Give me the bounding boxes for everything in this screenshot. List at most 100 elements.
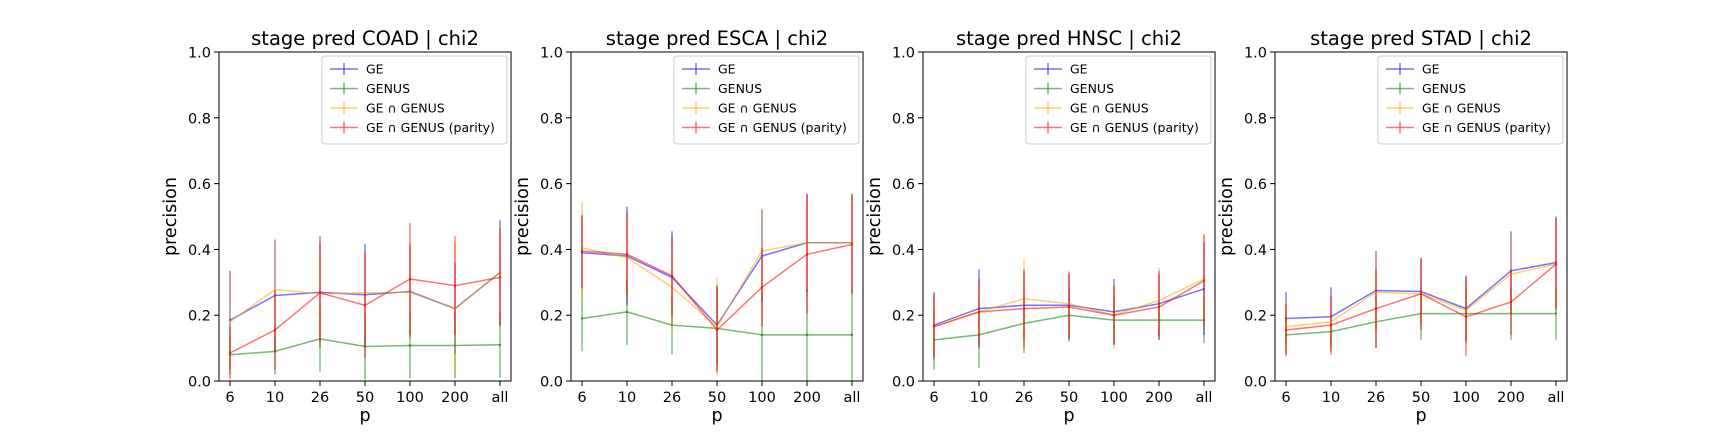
chart-panel: stage pred COAD | chi2 0.0 0.2 0.4 0.6 0.8 1.0… (161, 27, 512, 426)
data-point (228, 351, 232, 355)
y-tick-label: 0.4 (540, 243, 563, 259)
y-tick-label: 0.0 (540, 375, 563, 391)
y-tick-label: 0.8 (1244, 111, 1267, 127)
legend-label: GENUS (718, 81, 762, 96)
legend: GE GENUS GE ∩ GENUS GE ∩ GENUS (parity) (321, 55, 508, 145)
x-tick-label: 50 (1412, 390, 1430, 406)
y-tick-label: 0.2 (1244, 309, 1267, 325)
data-point (1202, 279, 1206, 282)
data-point (363, 304, 367, 307)
data-point (1112, 314, 1116, 317)
y-tick-label: 0.4 (892, 243, 915, 259)
data-point (760, 333, 764, 337)
chart-title: stage pred HNSC | chi2 (956, 27, 1182, 50)
y-tick-label: 0.0 (892, 375, 915, 391)
chart-title: stage pred STAD | chi2 (1310, 27, 1532, 50)
y-tick-label: 1.0 (188, 46, 211, 62)
y-tick-label: 0.2 (188, 309, 211, 325)
data-point (760, 286, 764, 289)
x-tick-label: all (844, 390, 861, 406)
y-axis-label: precision (865, 177, 885, 256)
x-tick-label: 100 (1100, 390, 1128, 406)
y-axis-label: precision (1217, 177, 1237, 256)
axes-frame (570, 51, 864, 382)
data-point (1509, 300, 1513, 304)
legend-label: GE ∩ GENUS (parity) (718, 120, 847, 135)
series (228, 223, 502, 380)
data-point (1022, 307, 1026, 310)
legend: GE GENUS GE ∩ GENUS GE ∩ GENUS (parity) (673, 55, 860, 145)
axes-frame (1274, 51, 1568, 382)
y-tick-label: 0.2 (892, 309, 915, 325)
data-point (580, 249, 584, 253)
y-tick-label: 0.6 (1244, 177, 1267, 193)
data-point (1554, 263, 1558, 266)
data-point (453, 284, 457, 287)
data-point (580, 317, 584, 320)
x-tick-label: 200 (793, 390, 821, 406)
data-point (805, 333, 809, 337)
x-tick-label: 10 (266, 390, 284, 406)
legend-label: GE ∩ GENUS (1422, 101, 1501, 116)
data-point (1554, 312, 1558, 315)
x-tick-label: 26 (663, 390, 681, 406)
x-tick-label: 50 (1060, 390, 1078, 406)
data-point (318, 291, 322, 295)
data-point (273, 328, 277, 332)
data-point (625, 253, 629, 256)
x-tick-label: 10 (618, 390, 636, 406)
x-tick-label: 50 (356, 390, 374, 406)
x-tick-label: 50 (708, 390, 726, 406)
legend-frame (321, 55, 508, 145)
data-point (1067, 305, 1071, 309)
legend-label: GENUS (1070, 81, 1114, 96)
series (580, 195, 854, 373)
legend-frame (1377, 55, 1564, 145)
chart-panel: stage pred ESCA | chi2 0.0 0.2 0.4 0.6 0.8 1.0… (513, 27, 864, 426)
y-tick-label: 0.4 (188, 243, 211, 259)
y-tick-label: 0.2 (540, 309, 563, 325)
legend-label: GENUS (1422, 81, 1466, 96)
legend-label: GENUS (366, 81, 410, 96)
series (1284, 218, 1558, 357)
x-tick-label: 6 (577, 390, 586, 406)
data-point (850, 243, 854, 246)
data-point (408, 344, 412, 347)
legend-label: GE ∩ GENUS (366, 101, 445, 116)
data-point (805, 253, 809, 256)
legend-label: GE ∩ GENUS (parity) (366, 120, 495, 135)
legend: GE GENUS GE ∩ GENUS GE ∩ GENUS (parity) (1025, 55, 1212, 145)
data-point (850, 333, 854, 337)
y-axis-label: precision (161, 177, 181, 256)
legend-label: GE (1422, 62, 1440, 77)
x-tick-label: all (1548, 390, 1565, 406)
x-axis-label: p (711, 406, 722, 426)
y-tick-label: 0.0 (188, 375, 211, 391)
x-tick-label: 6 (225, 390, 234, 406)
x-tick-label: 200 (441, 390, 469, 406)
x-tick-label: 10 (1322, 390, 1340, 406)
series (932, 234, 1206, 360)
x-tick-label: 100 (396, 390, 424, 406)
y-tick-label: 1.0 (892, 46, 915, 62)
x-tick-label: 200 (1145, 390, 1173, 406)
y-tick-label: 1.0 (540, 46, 563, 62)
data-point (273, 288, 277, 291)
x-tick-label: 26 (311, 390, 329, 406)
x-axis-label: p (1415, 406, 1426, 426)
y-tick-label: 0.4 (1244, 243, 1267, 259)
legend-label: GE ∩ GENUS (parity) (1070, 120, 1199, 135)
data-point (625, 310, 629, 314)
x-tick-label: 100 (1452, 390, 1480, 406)
x-tick-label: 26 (1367, 390, 1385, 406)
x-tick-label: 6 (1281, 390, 1290, 406)
chart-panel: stage pred HNSC | chi2 0.0 0.2 0.4 0.6 0.8 1.0… (865, 27, 1216, 426)
data-point (715, 328, 719, 332)
x-axis-label: p (1063, 406, 1074, 426)
chart-title: stage pred COAD | chi2 (251, 27, 479, 50)
axes-frame (922, 51, 1216, 382)
data-point (408, 277, 412, 281)
y-tick-label: 0.6 (540, 177, 563, 193)
data-point (670, 274, 674, 277)
